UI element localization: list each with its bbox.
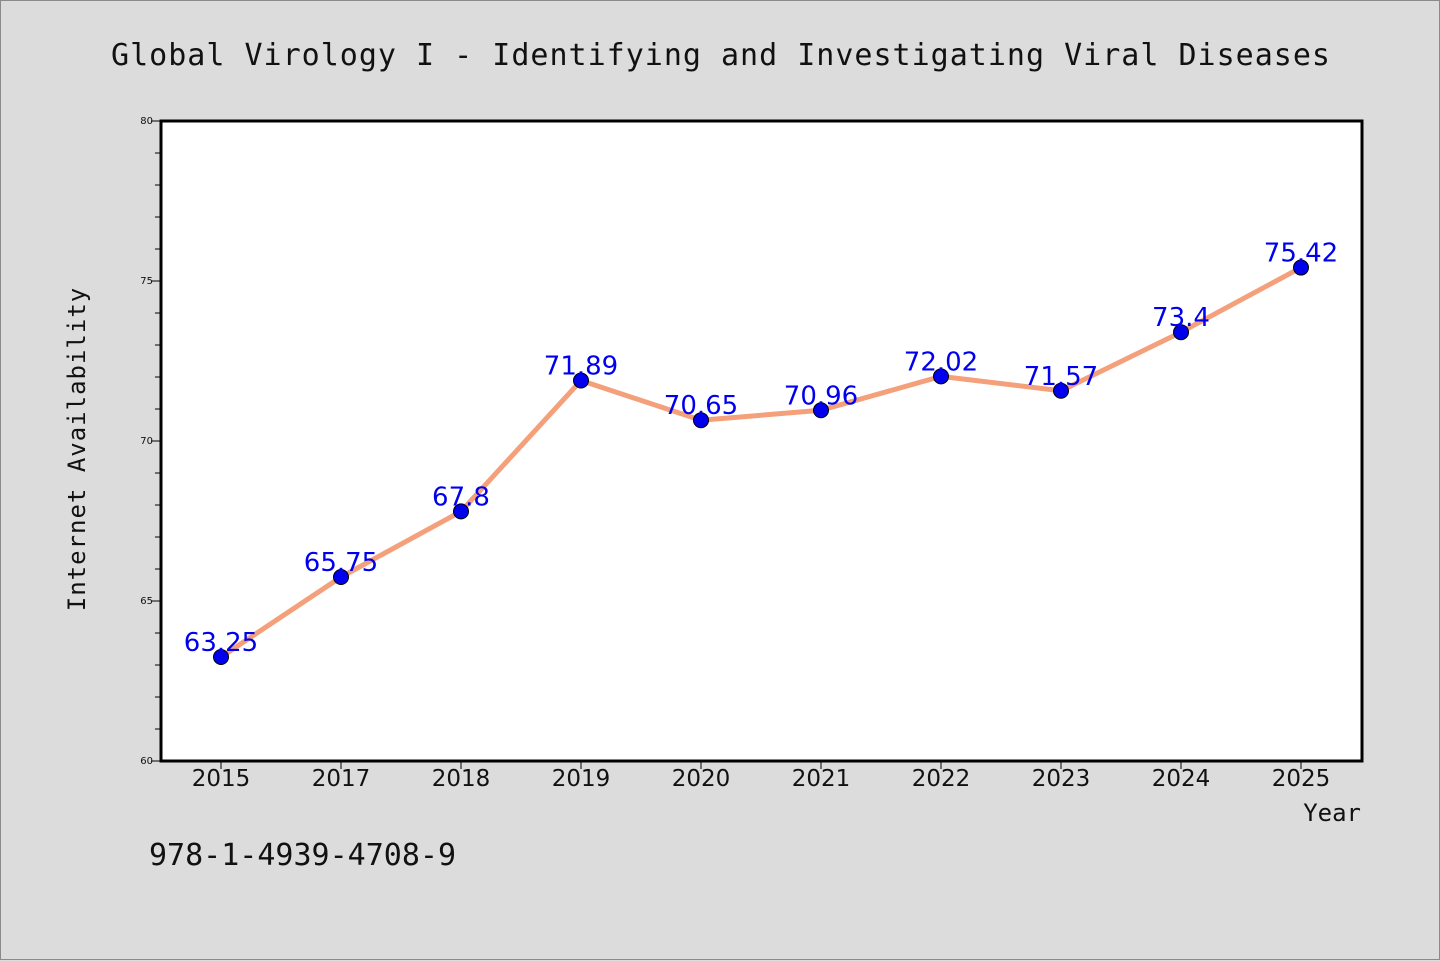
data-point xyxy=(333,569,349,585)
data-markers xyxy=(213,259,1309,665)
y-tick-label: 75 xyxy=(140,276,153,287)
data-label: 70.96 xyxy=(784,381,858,411)
x-tick-label: 2018 xyxy=(432,766,491,792)
data-point xyxy=(1173,324,1189,341)
data-label: 70.65 xyxy=(664,391,738,421)
x-tick-label: 2020 xyxy=(672,766,731,792)
data-labels: 63.25 65.75 67.8 71.89 70.65 70.96 72.02 71.57 7… xyxy=(184,239,1338,658)
data-point xyxy=(693,412,709,429)
y-axis-label: Internet Availability xyxy=(63,287,91,611)
y-tick-label: 60 xyxy=(140,756,153,767)
data-label: 71.57 xyxy=(1024,362,1098,392)
x-tick-label: 2017 xyxy=(312,766,371,792)
data-point xyxy=(933,368,949,385)
chart-title: Global Virology I - Identifying and Inve… xyxy=(111,38,1331,73)
x-tick-label: 2022 xyxy=(912,766,971,792)
data-label: 72.02 xyxy=(904,347,978,377)
x-tick-label: 2025 xyxy=(1272,766,1331,792)
y-tick-label: 70 xyxy=(140,436,153,447)
data-label: 67.8 xyxy=(432,482,490,512)
y-axis-ticks: 60 65 70 75 80 xyxy=(140,116,161,767)
data-point xyxy=(213,649,229,665)
x-tick-label: 2021 xyxy=(792,766,851,792)
data-label: 71.89 xyxy=(544,352,618,382)
data-label: 63.25 xyxy=(184,628,258,658)
data-label: 75.42 xyxy=(1264,239,1338,269)
data-label: 73.4 xyxy=(1152,303,1210,333)
x-tick-label: 2015 xyxy=(192,766,251,792)
data-label: 65.75 xyxy=(304,548,378,578)
x-axis-ticks: 2015 2017 2018 2019 2020 2021 2022 2023 2024 2025 xyxy=(192,761,1331,792)
data-point xyxy=(1053,382,1069,399)
y-tick-label: 65 xyxy=(140,596,153,607)
data-point xyxy=(573,372,589,389)
data-point xyxy=(1293,259,1309,276)
plot-area xyxy=(159,119,1364,763)
x-tick-label: 2023 xyxy=(1032,766,1091,792)
series-line xyxy=(218,265,1304,660)
x-tick-label: 2024 xyxy=(1152,766,1211,792)
x-tick-label: 2019 xyxy=(552,766,611,792)
y-tick-label: 80 xyxy=(140,116,153,127)
x-axis-label: Year xyxy=(1303,799,1361,827)
data-point xyxy=(453,503,469,520)
data-point xyxy=(813,402,829,419)
isbn-text: 978-1-4939-4708-9 xyxy=(149,838,456,873)
